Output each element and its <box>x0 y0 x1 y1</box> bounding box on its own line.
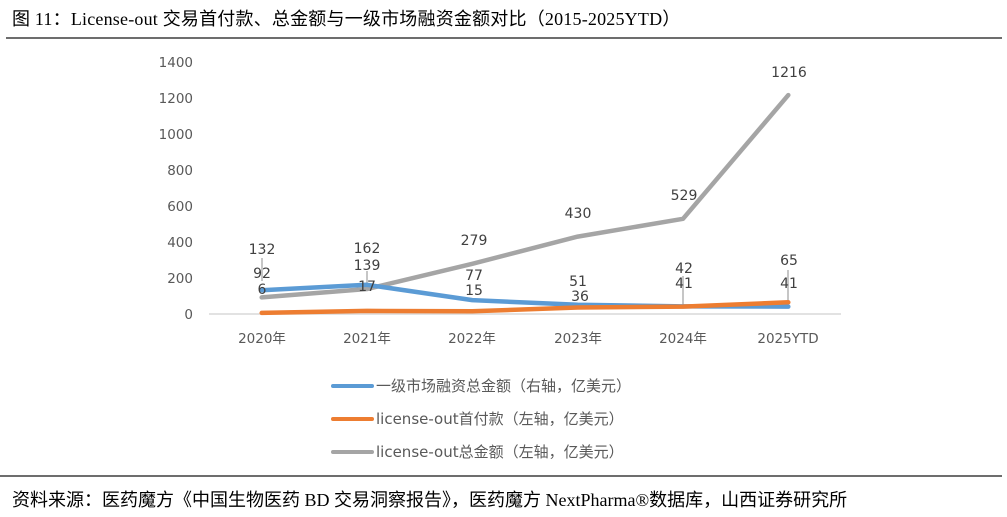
legend-label: 一级市场融资总金额（右轴，亿美元） <box>376 377 632 395</box>
data-label: 42 <box>675 261 693 277</box>
series-line-license-out-total <box>259 92 791 300</box>
data-label: 17 <box>358 279 376 295</box>
legend-item-primary-market-financing: 一级市场融资总金额（右轴，亿美元） <box>331 369 631 402</box>
data-label: 1216 <box>771 65 807 81</box>
figure-title: 图 11：License-out 交易首付款、总金额与一级市场融资金额对比（20… <box>12 9 681 29</box>
y-axis: 1400 1200 1000 800 600 400 200 0 <box>159 55 193 323</box>
x-tick: 2023年 <box>554 331 602 347</box>
data-label: 6 <box>258 282 267 298</box>
legend-swatch <box>331 383 374 388</box>
y-tick: 200 <box>167 271 193 287</box>
x-tick: 2021年 <box>343 331 391 347</box>
y-tick: 800 <box>167 163 193 179</box>
legend-label: license-out首付款（左轴，亿美元） <box>376 410 624 428</box>
legend-label: license-out总金额（左轴，亿美元） <box>376 443 624 461</box>
legend-swatch <box>331 449 374 454</box>
legend-item-license-out-total: license-out总金额（左轴，亿美元） <box>331 435 631 468</box>
y-tick: 600 <box>167 199 193 215</box>
x-axis: 2020年 2021年 2022年 2023年 2024年 2025YTD <box>238 331 819 347</box>
data-label: 51 <box>569 274 587 290</box>
x-tick: 2025YTD <box>757 331 818 347</box>
data-labels: 132 92 6 162 139 17 279 77 15 430 51 36 … <box>249 65 807 305</box>
data-label: 430 <box>565 206 592 222</box>
y-tick: 1400 <box>159 55 193 71</box>
x-tick: 2022年 <box>448 331 496 347</box>
data-label: 15 <box>465 283 483 299</box>
data-label: 139 <box>354 258 381 274</box>
data-label: 77 <box>465 268 483 284</box>
chart-legend: 一级市场融资总金额（右轴，亿美元） license-out首付款（左轴，亿美元）… <box>331 369 631 468</box>
data-label: 132 <box>249 242 276 258</box>
data-label: 36 <box>571 289 589 305</box>
bottom-divider <box>0 475 1002 477</box>
legend-item-license-out-upfront: license-out首付款（左轴，亿美元） <box>331 402 631 435</box>
data-label: 162 <box>354 241 381 257</box>
data-label: 41 <box>780 276 798 292</box>
data-label: 41 <box>675 276 693 292</box>
x-tick: 2024年 <box>659 331 707 347</box>
y-tick: 400 <box>167 235 193 251</box>
data-label: 65 <box>780 253 798 269</box>
label-leader-lines <box>261 258 789 305</box>
data-label: 279 <box>461 233 488 249</box>
y-tick: 1000 <box>159 127 193 143</box>
y-tick: 1200 <box>159 91 193 107</box>
source-note: 资料来源：医药魔方《中国生物医药 BD 交易洞察报告》，医药魔方 NextPha… <box>12 490 848 510</box>
series-line-license-out-upfront <box>259 300 791 316</box>
data-label: 529 <box>671 188 698 204</box>
data-label: 92 <box>253 266 271 282</box>
x-tick: 2020年 <box>238 331 286 347</box>
y-tick: 0 <box>184 307 193 323</box>
legend-swatch <box>331 416 374 421</box>
top-divider <box>6 37 1002 39</box>
